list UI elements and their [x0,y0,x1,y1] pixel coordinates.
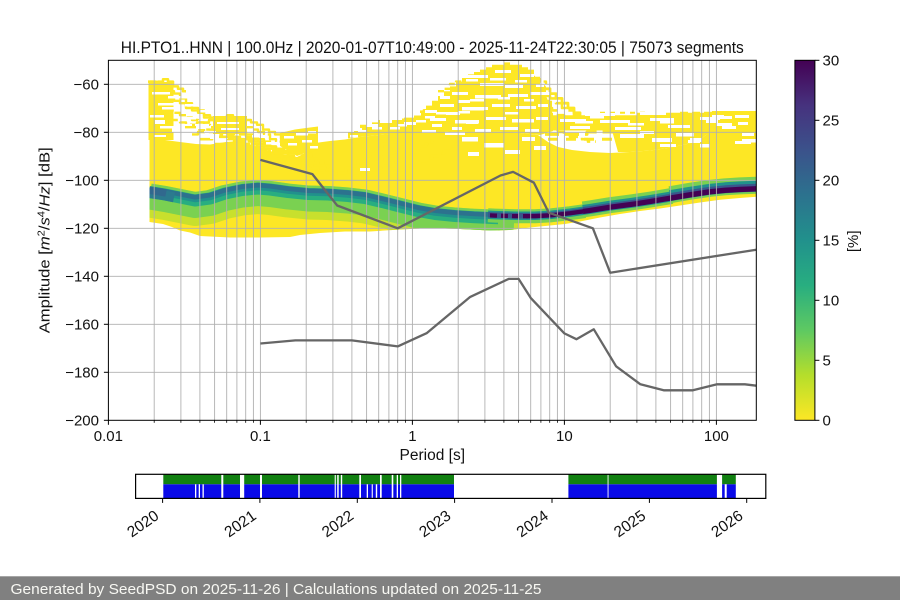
svg-text:[%]: [%] [845,230,862,252]
svg-text:0.01: 0.01 [94,428,123,445]
svg-text:Amplitude [m2/s4/Hz] [dB]: Amplitude [m2/s4/Hz] [dB] [37,147,54,333]
svg-text:Period [s]: Period [s] [400,447,465,464]
svg-text:−120: −120 [65,221,99,238]
svg-text:Generated by SeedPSD on 2025-1: Generated by SeedPSD on 2025-11-26 | Cal… [11,581,542,598]
svg-text:HI.PTO1..HNN | 100.0Hz | 2020-: HI.PTO1..HNN | 100.0Hz | 2020-01-07T10:4… [121,38,744,57]
svg-text:10: 10 [556,428,573,445]
svg-text:0.1: 0.1 [250,428,271,445]
svg-text:5: 5 [823,353,831,370]
svg-text:0: 0 [823,413,831,430]
svg-text:25: 25 [823,113,840,130]
svg-text:30: 30 [823,53,840,70]
svg-text:−140: −140 [65,269,99,286]
svg-text:100: 100 [704,428,729,445]
svg-text:−160: −160 [65,317,99,334]
svg-text:10: 10 [823,293,840,310]
svg-text:−80: −80 [74,125,99,142]
svg-text:−60: −60 [74,77,99,94]
svg-text:−100: −100 [65,173,99,190]
svg-text:1: 1 [408,428,416,445]
svg-text:−200: −200 [65,413,99,430]
svg-text:20: 20 [823,173,840,190]
svg-text:−180: −180 [65,365,99,382]
svg-text:15: 15 [823,233,840,250]
